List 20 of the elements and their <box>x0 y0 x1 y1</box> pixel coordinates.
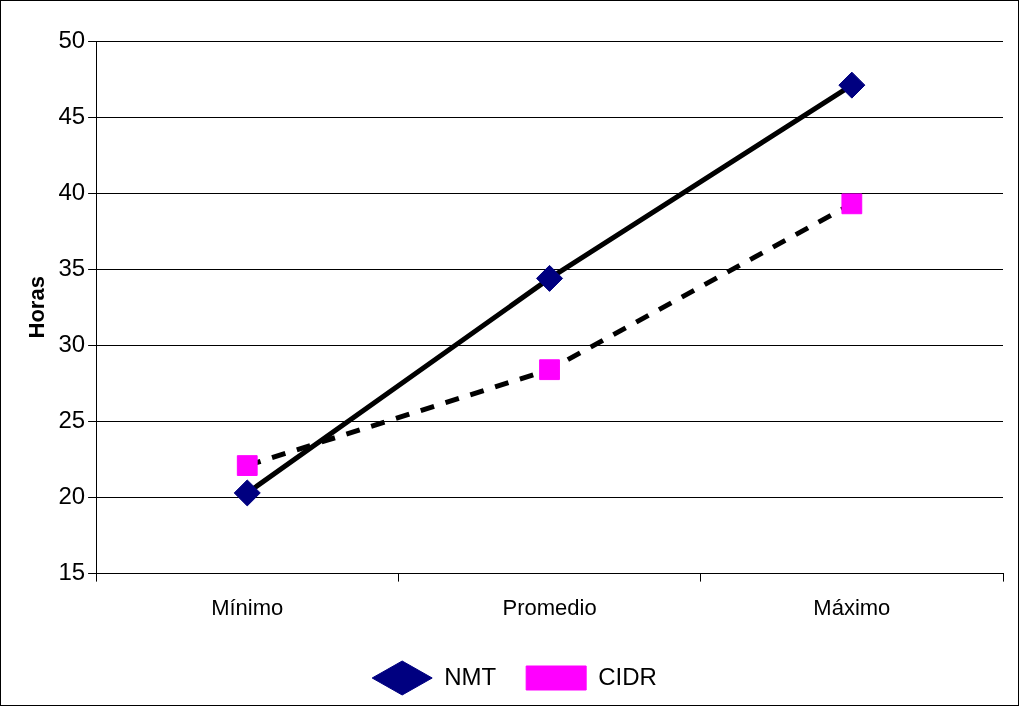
point <box>841 193 863 215</box>
y-tick-label: 30 <box>58 329 86 357</box>
x-tick-label: Máximo <box>813 594 891 620</box>
y-axis-title: Horas <box>24 276 50 339</box>
y-tick-label: 35 <box>58 253 86 281</box>
y-tick-label: 25 <box>58 406 86 434</box>
point <box>236 455 258 476</box>
point <box>838 71 866 99</box>
x-tick-label: Promedio <box>502 594 597 620</box>
point <box>536 264 564 292</box>
y-tick-label: 20 <box>58 482 86 510</box>
legend-label: CIDR <box>598 662 657 690</box>
y-tick-label: 40 <box>58 177 86 205</box>
legend-label: NMT <box>444 662 497 690</box>
point <box>233 479 261 507</box>
y-tick-label: 50 <box>58 25 86 53</box>
x-tick-label: Mínimo <box>211 594 284 620</box>
y-tick-label: 45 <box>58 101 86 129</box>
y-tick-label: 15 <box>58 558 86 586</box>
point <box>539 359 560 381</box>
